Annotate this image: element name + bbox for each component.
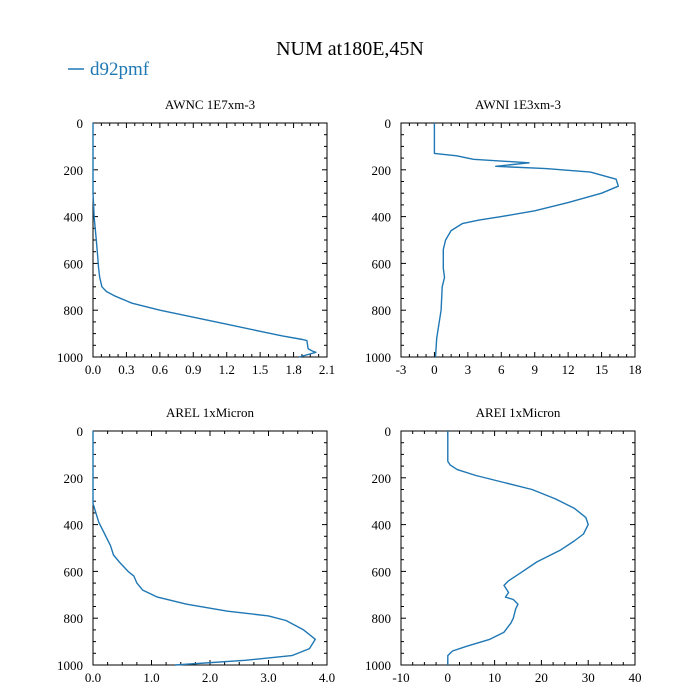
x-tick-label: 0.9 bbox=[185, 362, 201, 377]
panel-title: AWNC 1E7xm-3 bbox=[165, 97, 255, 112]
x-tick-label: 30 bbox=[582, 670, 595, 685]
x-tick-label: -3 bbox=[396, 362, 407, 377]
panel-4: AREI 1xMicron-10 0 10 20 30 40020040060080010… bbox=[365, 405, 642, 685]
x-tick-label: 0 bbox=[431, 362, 438, 377]
x-tick-label: 6 bbox=[498, 362, 505, 377]
y-tick-label: 400 bbox=[64, 210, 84, 225]
x-tick-label: 12 bbox=[562, 362, 575, 377]
y-tick-label: 200 bbox=[372, 163, 392, 178]
x-tick-label: 1.0 bbox=[143, 670, 159, 685]
x-tick-label: 20 bbox=[535, 670, 548, 685]
panel-title: AREI 1xMicron bbox=[476, 405, 561, 420]
x-tick-label: -10 bbox=[392, 670, 409, 685]
legend: d92pmf bbox=[68, 59, 150, 80]
x-tick-label: 3.0 bbox=[260, 670, 276, 685]
y-tick-label: 1000 bbox=[365, 350, 391, 365]
x-tick-label: 0.6 bbox=[152, 362, 169, 377]
x-tick-label: 18 bbox=[629, 362, 642, 377]
y-tick-label: 0 bbox=[77, 116, 84, 131]
x-tick-label: 2.1 bbox=[319, 362, 335, 377]
y-tick-label: 400 bbox=[372, 518, 392, 533]
y-tick-label: 600 bbox=[64, 256, 84, 271]
x-tick-label: 10 bbox=[488, 670, 501, 685]
y-tick-label: 200 bbox=[64, 163, 84, 178]
series-line-d92pmf bbox=[433, 123, 619, 358]
panel-1: AWNC 1E7xm-3 0.0 0.3 0.6 0.9 1.2 1.5 1.8 2.1 0 200… bbox=[57, 97, 335, 377]
y-tick-label: 800 bbox=[372, 303, 392, 318]
x-tick-label: 40 bbox=[629, 670, 642, 685]
panel-2: AWNI 1E3xm-3 -3 0 3 6 9 12 15 18 0 200 400 600 800 100… bbox=[365, 97, 642, 377]
x-tick-label: 1.5 bbox=[252, 362, 268, 377]
x-tick-label: 15 bbox=[595, 362, 608, 377]
y-tick-label: 600 bbox=[372, 256, 392, 271]
x-tick-label: 1.2 bbox=[219, 362, 235, 377]
panels: AWNC 1E7xm-30.0 0.3 0.6 0.9 1.2 1.5 1.8 2.10200… bbox=[57, 97, 642, 685]
y-tick-label: 1000 bbox=[365, 658, 391, 673]
x-tick-label: 4.0 bbox=[319, 670, 335, 685]
y-tick-label: 600 bbox=[64, 564, 84, 579]
series-line-d92pmf bbox=[447, 431, 589, 665]
x-tick-label: 0.0 bbox=[85, 362, 101, 377]
y-tick-label: 1000 bbox=[57, 658, 83, 673]
y-tick-label: 0 bbox=[385, 424, 392, 439]
x-tick-label: 9 bbox=[531, 362, 538, 377]
y-tick-label: 400 bbox=[372, 210, 392, 225]
y-tick-label: 600 bbox=[372, 564, 392, 579]
series-line-d92pmf bbox=[92, 123, 317, 358]
y-tick-label: 800 bbox=[372, 611, 392, 626]
y-tick-label: 800 bbox=[64, 303, 84, 318]
y-tick-label: 0 bbox=[385, 116, 392, 131]
panel-3: AREL 1xMicron 0.0 1.0 2.0 3.0 4.0 0 200 400 600 80… bbox=[57, 405, 335, 685]
figure-title: NUM at180E,45N bbox=[276, 38, 424, 60]
x-tick-label: 1.8 bbox=[285, 362, 301, 377]
legend-label: d92pmf bbox=[90, 59, 150, 80]
x-tick-label: 0 bbox=[445, 670, 452, 685]
y-tick-label: 200 bbox=[64, 471, 84, 486]
x-tick-label: 0.3 bbox=[118, 362, 134, 377]
panel-title: AREL 1xMicron bbox=[166, 405, 254, 420]
panel-title: AWNI 1E3xm-3 bbox=[475, 97, 561, 112]
y-tick-label: 0 bbox=[77, 424, 84, 439]
y-tick-label: 400 bbox=[64, 518, 84, 533]
y-tick-label: 200 bbox=[372, 471, 392, 486]
y-tick-label: 800 bbox=[64, 611, 84, 626]
y-tick-label: 1000 bbox=[57, 350, 83, 365]
series-line-d92pmf bbox=[92, 431, 316, 666]
x-tick-label: 0.0 bbox=[85, 670, 101, 685]
x-tick-label: 2.0 bbox=[202, 670, 218, 685]
x-tick-label: 3 bbox=[465, 362, 472, 377]
